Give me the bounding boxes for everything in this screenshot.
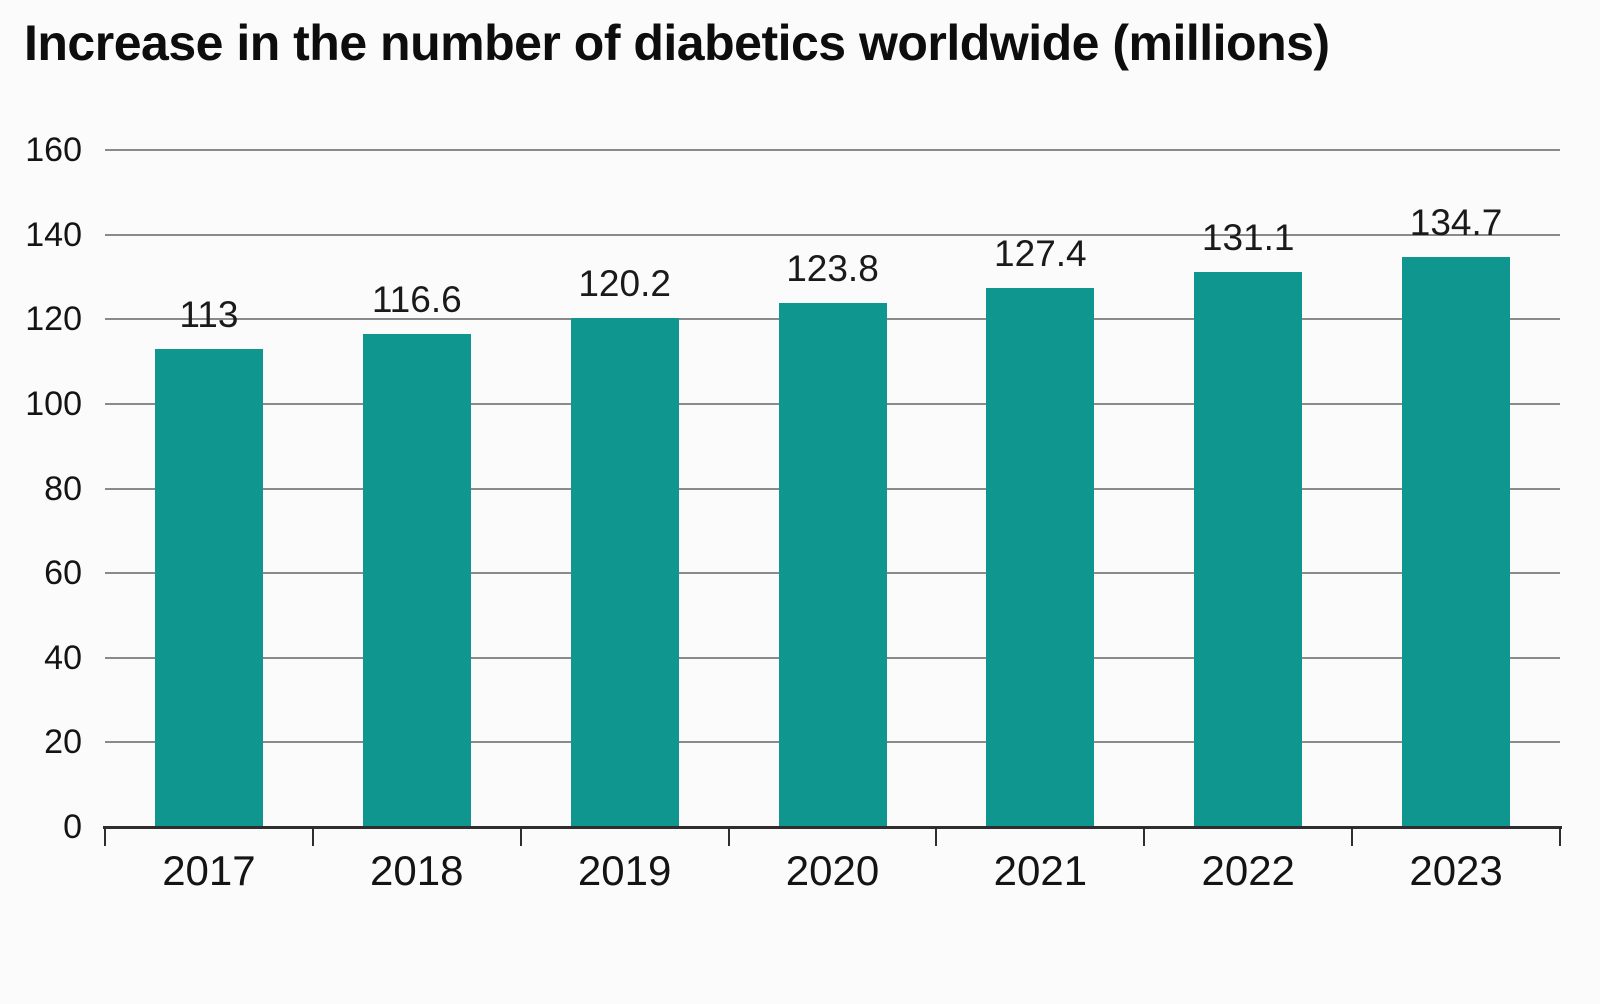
bar-2022 [1194,272,1303,827]
bar-2020 [778,303,887,827]
x-tick-label-2018: 2018 [370,847,464,894]
x-tick-label-2023: 2023 [1409,847,1503,894]
bar-2021 [986,287,1095,827]
bar-2023 [1402,257,1511,827]
bar-2017 [154,348,263,827]
x-tick-label-2019: 2019 [577,847,672,894]
x-axis-tick [935,827,938,846]
bar-value-label-2022: 131.1 [1201,217,1295,259]
y-tick-label-20: 20 [44,723,82,762]
bar-value-label-2023: 134.7 [1409,202,1503,244]
gridline [105,233,1560,236]
x-axis-tick [727,827,730,846]
bar-value-label-2017: 113 [179,293,239,335]
x-axis-tick [1143,827,1146,846]
y-tick-label-140: 140 [25,215,82,254]
y-tick-label-60: 60 [44,554,82,593]
bar-value-label-2021: 127.4 [994,232,1087,274]
y-tick-label-120: 120 [25,300,82,339]
bar-2019 [570,318,679,827]
bar-value-label-2018: 116.6 [371,278,462,320]
x-axis-tick [311,827,314,846]
y-tick-label-100: 100 [25,384,82,423]
x-axis-tick [1351,827,1354,846]
x-tick-label-2022: 2022 [1201,847,1295,894]
bar-value-label-2019: 120.2 [578,263,671,305]
x-axis-line [103,826,1562,829]
y-tick-label-40: 40 [44,638,82,677]
y-tick-label-160: 160 [25,131,82,169]
chart-title: Increase in the number of diabetics worl… [24,15,1330,71]
x-axis-tick [1559,827,1561,846]
bar-2018 [362,333,471,827]
bar-value-label-2020: 123.8 [786,248,879,290]
x-tick-label-2020: 2020 [785,847,880,894]
x-tick-label-2021: 2021 [993,847,1088,894]
y-tick-label-80: 80 [44,469,82,508]
x-axis-tick [104,827,106,846]
y-tick-label-0: 0 [63,808,82,846]
gridline [105,149,1560,151]
x-tick-label-2017: 2017 [162,847,256,894]
x-axis-tick [519,827,522,846]
